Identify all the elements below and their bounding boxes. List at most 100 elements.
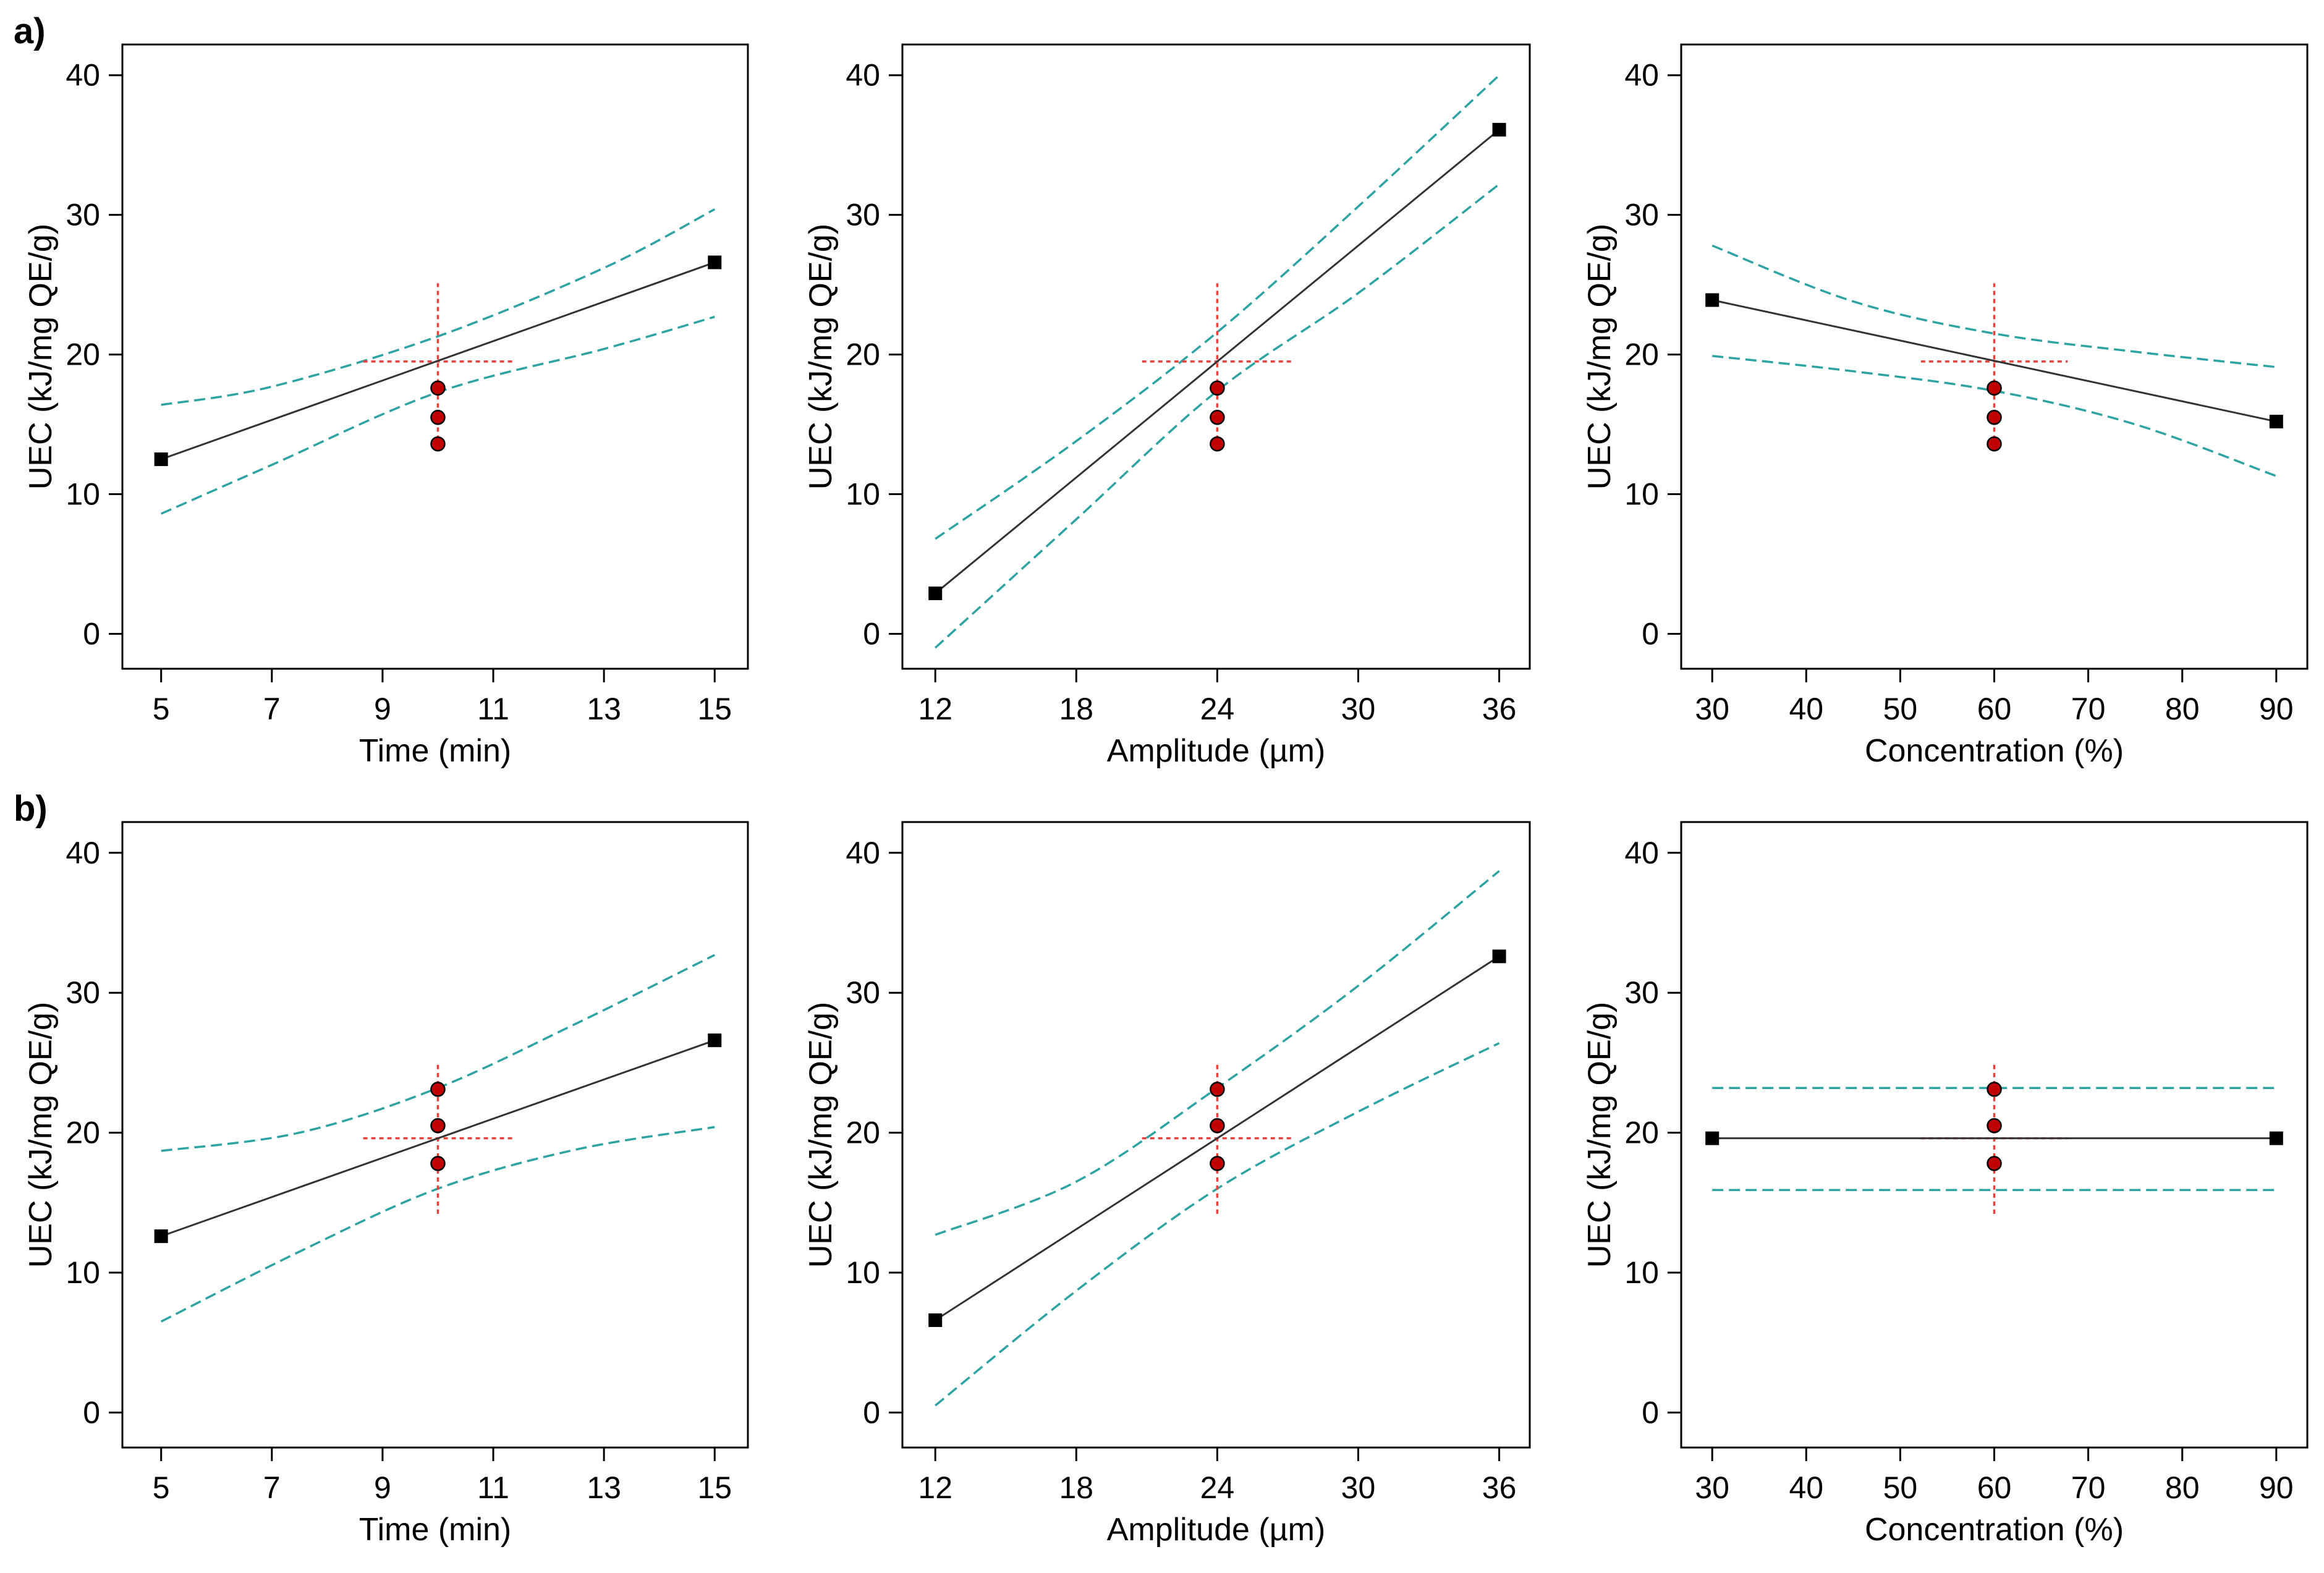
chart-3: 0 10 20 30 40 30 40 50 60 70 80 90 Concentration (%)… bbox=[1582, 43, 2309, 769]
chart-3-xtick-label-70: 70 bbox=[2071, 692, 2106, 726]
chart-6-center-point-2 bbox=[1987, 1118, 2002, 1134]
chart-2-center-point-1 bbox=[1210, 380, 1225, 396]
chart-3-center-point-2 bbox=[1987, 410, 2002, 425]
chart-3-center-point-1 bbox=[1987, 380, 2002, 396]
chart-3-ytick-label-0: 0 bbox=[1642, 617, 1659, 651]
chart-3-center-point-3 bbox=[1987, 436, 2002, 452]
chart-2-ytick-label-40: 40 bbox=[846, 58, 880, 93]
chart-4-xtick-label-5: 5 bbox=[153, 1470, 170, 1505]
chart-5-xtick-label-36: 36 bbox=[1482, 1470, 1517, 1505]
chart-3-xtick-label-30: 30 bbox=[1695, 692, 1729, 726]
chart-5-frame bbox=[901, 821, 1531, 1449]
chart-5-xtick-label-18: 18 bbox=[1059, 1470, 1093, 1505]
chart-1-frame bbox=[121, 43, 749, 670]
chart-4-ytick-label-0: 0 bbox=[83, 1395, 100, 1430]
chart-4-center-point-2 bbox=[430, 1118, 446, 1134]
row-label-a: a) bbox=[14, 11, 46, 51]
chart-4-center-point-1 bbox=[430, 1082, 446, 1097]
chart-1-xtick-label-7: 7 bbox=[263, 692, 281, 726]
chart-1-xtick-label-15: 15 bbox=[697, 692, 732, 726]
chart-2-ylabel: UEC (kJ/mg QE/g) bbox=[803, 224, 839, 490]
chart-4-xtick-label-11: 11 bbox=[477, 1470, 509, 1505]
chart-2-ytick-label-0: 0 bbox=[863, 617, 880, 651]
chart-1-fit-line bbox=[161, 261, 715, 460]
chart-6-xtick-label-70: 70 bbox=[2071, 1470, 2106, 1505]
chart-1: 0 10 20 30 40 5 7 9 11 13 15 Time (min) UEC (kJ/mg Q… bbox=[23, 43, 749, 769]
chart-2-frame bbox=[901, 43, 1531, 670]
chart-6-ytick-label-0: 0 bbox=[1642, 1395, 1659, 1430]
chart-2-xtick-label-24: 24 bbox=[1200, 692, 1235, 726]
chart-4-ytick-label-10: 10 bbox=[66, 1255, 100, 1290]
chart-2-endpoint-2 bbox=[1492, 122, 1506, 137]
chart-4-endpoint-2 bbox=[708, 1033, 722, 1048]
chart-2-ytick-label-20: 20 bbox=[846, 337, 880, 372]
chart-6-xtick-label-30: 30 bbox=[1695, 1470, 1729, 1505]
chart-1-ytick-label-40: 40 bbox=[66, 58, 100, 93]
chart-6-ylabel: UEC (kJ/mg QE/g) bbox=[1582, 1002, 1618, 1268]
chart-2-center-point-3 bbox=[1210, 436, 1225, 452]
chart-3-ci-upper bbox=[1711, 244, 2276, 368]
chart-2-endpoint-1 bbox=[928, 586, 943, 600]
chart-6-xtick-label-80: 80 bbox=[2165, 1470, 2200, 1505]
chart-4: 0 10 20 30 40 5 7 9 11 13 15 Time (min) UEC (kJ/mg Q… bbox=[23, 821, 749, 1548]
chart-4-ylabel: UEC (kJ/mg QE/g) bbox=[23, 1002, 59, 1268]
chart-4-frame bbox=[121, 821, 749, 1449]
chart-4-xtick-label-13: 13 bbox=[587, 1470, 621, 1505]
chart-5-center-point-3 bbox=[1210, 1156, 1225, 1171]
chart-2-xlabel: Amplitude (µm) bbox=[1107, 733, 1326, 769]
row-label-b: b) bbox=[14, 789, 48, 829]
chart-4-xlabel: Time (min) bbox=[359, 1512, 512, 1548]
chart-5-ytick-label-10: 10 bbox=[846, 1255, 880, 1290]
chart-2-center-point-2 bbox=[1210, 410, 1225, 425]
chart-2-xtick-label-36: 36 bbox=[1482, 692, 1517, 726]
chart-5-ylabel: UEC (kJ/mg QE/g) bbox=[803, 1002, 839, 1268]
chart-6-xtick-label-60: 60 bbox=[1977, 1470, 2012, 1505]
chart-1-ytick-label-0: 0 bbox=[83, 617, 100, 651]
chart-6-frame bbox=[1680, 821, 2309, 1449]
chart-3-xtick-label-50: 50 bbox=[1883, 692, 1918, 726]
chart-5-xtick-label-30: 30 bbox=[1341, 1470, 1376, 1505]
chart-3-endpoint-1 bbox=[1705, 293, 1720, 307]
chart-5-ytick-label-20: 20 bbox=[846, 1116, 880, 1150]
chart-5-xtick-label-24: 24 bbox=[1200, 1470, 1235, 1505]
chart-1-center-point-3 bbox=[430, 436, 446, 452]
chart-5-fit-line bbox=[935, 956, 1500, 1321]
chart-1-xlabel: Time (min) bbox=[359, 733, 512, 769]
chart-1-ytick-label-10: 10 bbox=[66, 477, 100, 512]
chart-1-endpoint-1 bbox=[154, 452, 168, 467]
chart-6-endpoint-1 bbox=[1705, 1131, 1720, 1145]
chart-4-xtick-label-15: 15 bbox=[697, 1470, 732, 1505]
chart-2-xtick-label-12: 12 bbox=[918, 692, 952, 726]
chart-3-xtick-label-90: 90 bbox=[2259, 692, 2294, 726]
chart-6-xlabel: Concentration (%) bbox=[1865, 1512, 2124, 1548]
chart-1-ytick-label-20: 20 bbox=[66, 337, 100, 372]
chart-1-ci-upper bbox=[161, 208, 716, 406]
chart-3-ytick-label-10: 10 bbox=[1624, 477, 1659, 512]
chart-6: 0 10 20 30 40 30 40 50 60 70 80 90 Concentration (%)… bbox=[1582, 821, 2309, 1548]
chart-1-ylabel: UEC (kJ/mg QE/g) bbox=[23, 224, 59, 490]
chart-6-center-point-1 bbox=[1987, 1082, 2002, 1097]
chart-6-endpoint-2 bbox=[2269, 1131, 2283, 1145]
chart-4-ytick-label-40: 40 bbox=[66, 836, 100, 870]
chart-6-ytick-label-10: 10 bbox=[1624, 1255, 1659, 1290]
chart-3-ylabel: UEC (kJ/mg QE/g) bbox=[1582, 224, 1618, 490]
chart-2: 0 10 20 30 40 12 18 24 30 36 Amplitude (µm) UEC (kJ… bbox=[803, 43, 1531, 769]
chart-3-xtick-label-60: 60 bbox=[1977, 692, 2012, 726]
chart-3-ytick-label-30: 30 bbox=[1624, 198, 1659, 232]
chart-2-xtick-label-18: 18 bbox=[1059, 692, 1093, 726]
chart-3-endpoint-2 bbox=[2269, 415, 2283, 429]
chart-1-xtick-label-13: 13 bbox=[587, 692, 621, 726]
chart-1-ytick-label-30: 30 bbox=[66, 198, 100, 232]
chart-1-endpoint-2 bbox=[708, 255, 722, 269]
chart-3-xtick-label-40: 40 bbox=[1789, 692, 1823, 726]
chart-4-center-point-3 bbox=[430, 1156, 446, 1171]
chart-3-xlabel: Concentration (%) bbox=[1865, 733, 2124, 769]
chart-3-ytick-label-40: 40 bbox=[1624, 58, 1659, 93]
chart-5-ytick-label-30: 30 bbox=[846, 975, 880, 1010]
chart-5: 0 10 20 30 40 12 18 24 30 36 Amplitude (µm) UEC (kJ… bbox=[803, 821, 1531, 1548]
chart-1-xtick-label-11: 11 bbox=[477, 692, 509, 726]
chart-4-ytick-label-20: 20 bbox=[66, 1116, 100, 1150]
chart-5-center-point-2 bbox=[1210, 1118, 1225, 1134]
chart-1-center-point-2 bbox=[430, 410, 446, 425]
